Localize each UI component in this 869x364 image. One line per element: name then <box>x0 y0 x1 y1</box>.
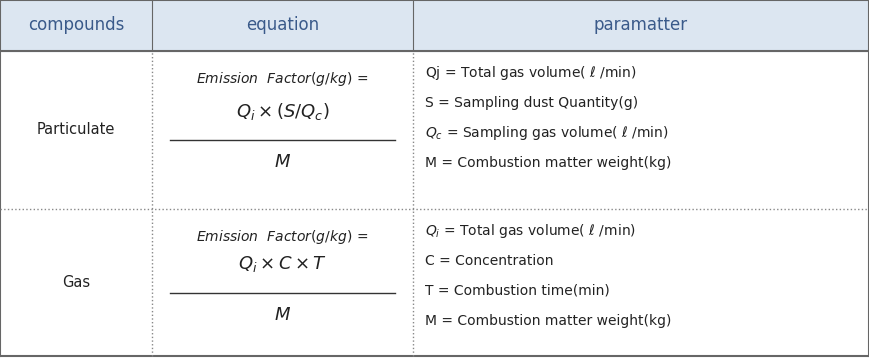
Text: $Q_i$ = Total gas volume( $\ell$ /min): $Q_i$ = Total gas volume( $\ell$ /min) <box>425 222 636 240</box>
Text: $Q_{i} \times (S/Q_c)$: $Q_{i} \times (S/Q_c)$ <box>235 102 329 123</box>
Text: equation: equation <box>246 16 319 35</box>
Text: paramatter: paramatter <box>594 16 688 35</box>
Text: $Q_{i} \times C \times T$: $Q_{i} \times C \times T$ <box>238 254 327 274</box>
Text: Qj = Total gas volume( $\ell$ /min): Qj = Total gas volume( $\ell$ /min) <box>425 64 636 82</box>
Text: compounds: compounds <box>28 16 124 35</box>
Bar <box>0 0 869 51</box>
Text: T = Combustion time(min): T = Combustion time(min) <box>425 284 609 298</box>
Text: $M$: $M$ <box>274 305 291 324</box>
Text: M = Combustion matter weight(kg): M = Combustion matter weight(kg) <box>425 156 671 170</box>
Text: Gas: Gas <box>62 275 90 290</box>
Text: Particulate: Particulate <box>36 123 116 138</box>
Text: $M$: $M$ <box>274 153 291 171</box>
Text: S = Sampling dust Quantity(g): S = Sampling dust Quantity(g) <box>425 96 638 110</box>
Text: M = Combustion matter weight(kg): M = Combustion matter weight(kg) <box>425 314 671 328</box>
Text: $Q_c$ = Sampling gas volume( $\ell$ /min): $Q_c$ = Sampling gas volume( $\ell$ /min… <box>425 124 668 142</box>
Text: C = Concentration: C = Concentration <box>425 254 554 268</box>
Text: $\mathit{Emission\ \ Factor(g/kg)}$ =: $\mathit{Emission\ \ Factor(g/kg)}$ = <box>196 228 368 246</box>
Text: $\mathit{Emission\ \ Factor(g/kg)}$ =: $\mathit{Emission\ \ Factor(g/kg)}$ = <box>196 70 368 88</box>
